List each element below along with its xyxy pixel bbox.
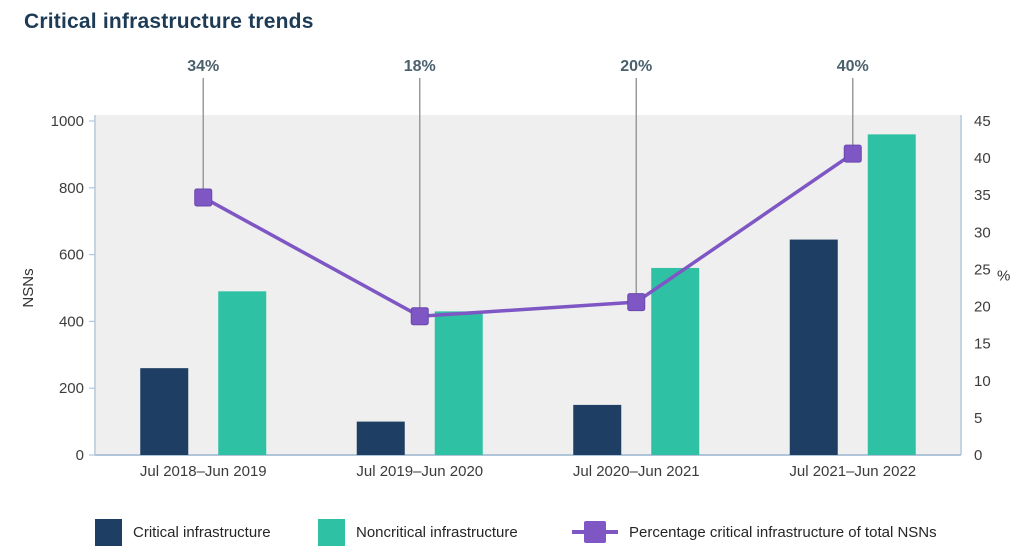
bar-critical-3 xyxy=(789,239,838,455)
x-axis-category-label: Jul 2021–Jun 2022 xyxy=(789,463,916,480)
right-axis-tick-label: 35 xyxy=(974,187,991,204)
percentage-line-marker-icon xyxy=(572,520,618,544)
legend-item-critical: Critical infrastructure xyxy=(95,517,271,547)
annotation-label: 40% xyxy=(837,58,869,75)
chart-title: Critical infrastructure trends xyxy=(24,10,314,33)
right-axis-tick-label: 40 xyxy=(974,150,991,167)
x-axis-category-label: Jul 2019–Jun 2020 xyxy=(356,463,483,480)
percentage-marker-2 xyxy=(627,293,646,312)
left-axis-tick-label: 1000 xyxy=(51,113,84,130)
right-axis-tick-label: 20 xyxy=(974,299,991,316)
percentage-marker-3 xyxy=(843,144,862,163)
left-axis-tick-label: 200 xyxy=(59,380,84,397)
left-axis-tick-label: 400 xyxy=(59,313,84,330)
legend-label-noncritical: Noncritical infrastructure xyxy=(356,523,518,541)
bar-noncritical-3 xyxy=(867,134,916,456)
right-axis-tick-label: 30 xyxy=(974,224,991,241)
critical-swatch-icon xyxy=(95,518,122,546)
left-axis-title: NSNs xyxy=(20,268,37,307)
right-axis-tick-label: 5 xyxy=(974,410,982,427)
legend: Critical infrastructure Noncritical infr… xyxy=(0,512,1024,552)
right-axis-tick-label: 0 xyxy=(974,447,982,464)
x-axis-category-label: Jul 2020–Jun 2021 xyxy=(573,463,700,480)
legend-label-critical: Critical infrastructure xyxy=(133,523,271,541)
annotation-label: 18% xyxy=(404,58,436,75)
bar-critical-0 xyxy=(140,368,189,455)
percentage-square-icon xyxy=(584,521,606,543)
annotation-label: 20% xyxy=(620,58,652,75)
chart-canvas: 0 200 400 600 800 1000 0 5 10 15 20 25 30 35 40 45 NSNs%… xyxy=(20,58,1010,480)
right-axis-tick-label: 15 xyxy=(974,336,991,353)
bar-noncritical-2 xyxy=(651,267,700,455)
percentage-line xyxy=(202,152,854,318)
right-axis-tick-label: 10 xyxy=(974,373,991,390)
percentage-marker-0 xyxy=(194,188,213,207)
annotation-label: 34% xyxy=(187,58,219,75)
bar-critical-1 xyxy=(356,421,405,455)
legend-item-noncritical: Noncritical infrastructure xyxy=(318,517,518,547)
left-axis-tick-label: 800 xyxy=(59,180,84,197)
left-axis-tick-label: 0 xyxy=(76,447,84,464)
legend-label-percentage: Percentage critical infrastructure of to… xyxy=(629,523,937,541)
left-axis-tick-label: 600 xyxy=(59,247,84,264)
legend-item-percentage: Percentage critical infrastructure of to… xyxy=(572,517,937,547)
x-axis-category-label: Jul 2018–Jun 2019 xyxy=(140,463,267,480)
bar-critical-2 xyxy=(573,404,622,455)
bar-noncritical-1 xyxy=(434,311,483,455)
bar-noncritical-0 xyxy=(218,291,267,455)
right-axis-tick-label: 45 xyxy=(974,113,991,130)
right-axis-title: % xyxy=(997,267,1010,284)
percentage-marker-1 xyxy=(410,307,429,326)
right-axis-tick-label: 25 xyxy=(974,261,991,278)
noncritical-swatch-icon xyxy=(318,518,345,546)
